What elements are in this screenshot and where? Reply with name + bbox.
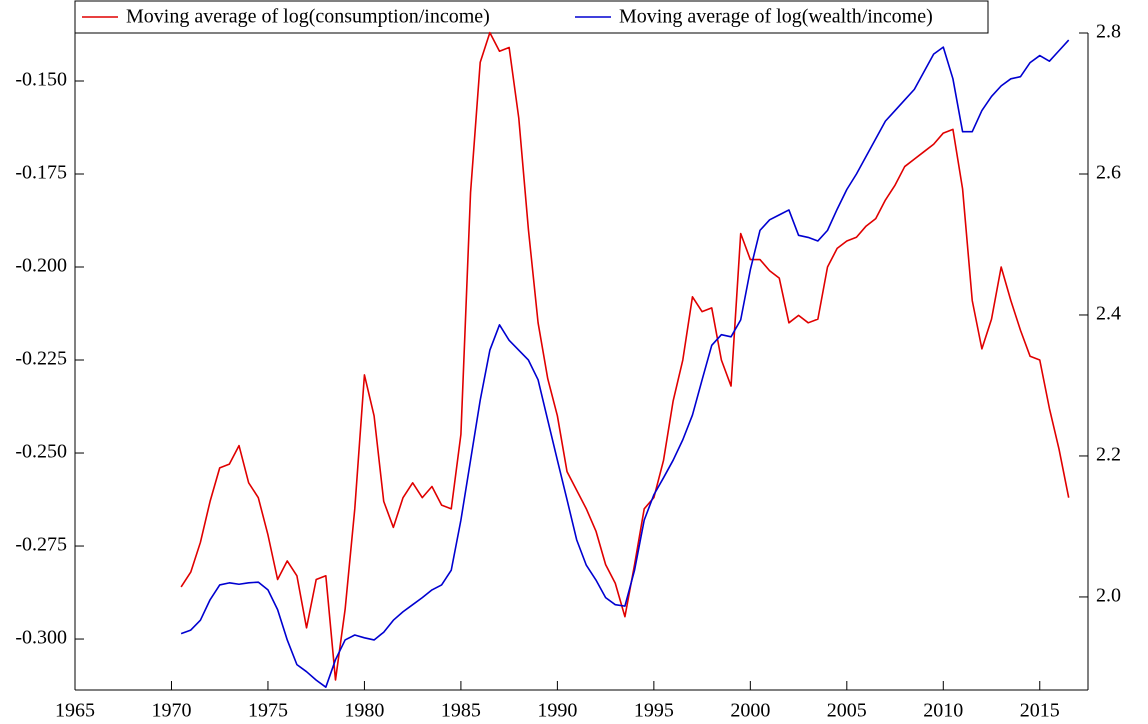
data-line [180,31,1070,681]
data-line [180,39,1070,688]
y2-tick-label: 2.2 [1096,444,1121,466]
y-tick-label: -0.200 [15,255,67,277]
x-tick-label: 2010 [923,700,963,722]
x-tick-label: 1995 [634,700,674,722]
y2-tick-label: 2.0 [1096,585,1121,607]
x-tick-label: 1980 [344,700,384,722]
y-tick-label: -0.275 [15,534,67,556]
y2-tick-label: 2.4 [1096,303,1121,325]
x-tick-label: 1965 [55,700,95,722]
legend-label: Moving average of log(wealth/income) [619,6,933,28]
legend-label: Moving average of log(consumption/income… [126,6,490,28]
x-tick-label: 2015 [1020,700,1060,722]
x-tick-label: 2000 [730,700,770,722]
y-tick-label: -0.250 [15,441,67,463]
x-tick-label: 2005 [827,700,867,722]
x-tick-label: 1970 [151,700,191,722]
x-tick-label: 1985 [441,700,481,722]
x-tick-label: 1975 [248,700,288,722]
x-tick-label: 1990 [537,700,577,722]
legend-box [74,0,989,34]
y2-tick-label: 2.6 [1096,162,1121,184]
y2-tick-label: 2.8 [1096,21,1121,43]
y-tick-label: -0.300 [15,627,67,649]
y-tick-label: -0.150 [15,69,67,91]
y-tick-label: -0.175 [15,162,67,184]
y-tick-label: -0.225 [15,348,67,370]
